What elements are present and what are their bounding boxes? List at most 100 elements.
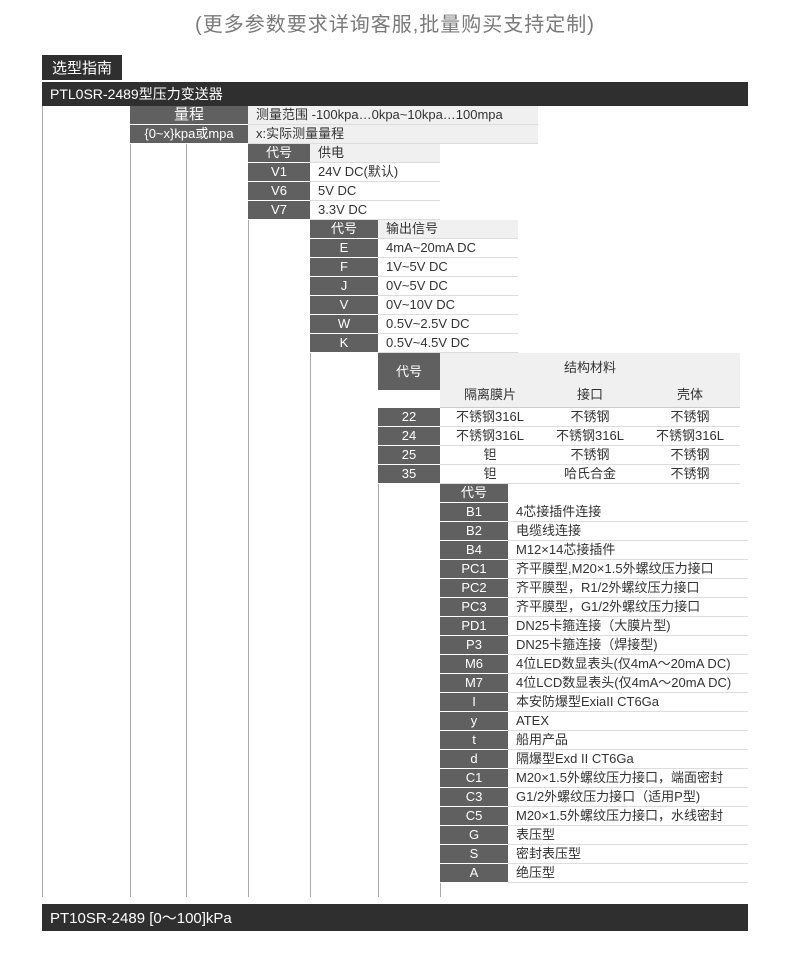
code-cell: t bbox=[440, 731, 508, 750]
materials-cell: 不锈钢316L bbox=[640, 427, 740, 446]
code-row: M64位LED数显表头(仅4mA～20mA DC) bbox=[42, 655, 748, 674]
code-row: C5M20×1.5外螺纹压力接口，水线密封 bbox=[42, 807, 748, 826]
options-tail bbox=[42, 883, 748, 902]
desc-cell: 1V~5V DC bbox=[378, 258, 518, 277]
code-row: S密封表压型 bbox=[42, 845, 748, 864]
code-row: B4M12×14芯接插件 bbox=[42, 541, 748, 560]
materials-cell: 不锈钢 bbox=[640, 446, 740, 465]
code-cell: 35 bbox=[378, 465, 440, 484]
code-cell: PD1 bbox=[440, 617, 508, 636]
range-sub-desc: x:实际测量量程 bbox=[248, 125, 538, 144]
code-cell: F bbox=[310, 258, 378, 277]
code-cell: C5 bbox=[440, 807, 508, 826]
code-cell: 代号 bbox=[248, 144, 310, 163]
code-cell: V7 bbox=[248, 201, 310, 220]
code-cell: y bbox=[440, 712, 508, 731]
group-header-row: 代号 bbox=[42, 484, 748, 503]
code-cell: 24 bbox=[378, 427, 440, 446]
desc-cell: DN25卡箍连接（大膜片型) bbox=[508, 617, 748, 636]
desc-cell: 供电 bbox=[310, 144, 440, 163]
code-cell: W bbox=[310, 315, 378, 334]
range-sub-row: {0~x}kpa或mpa x:实际测量量程 bbox=[42, 125, 748, 144]
code-row: PC1齐平膜型,M20×1.5外螺纹压力接口 bbox=[42, 560, 748, 579]
code-row: G表压型 bbox=[42, 826, 748, 845]
code-cell: 22 bbox=[378, 408, 440, 427]
code-row: V65V DC bbox=[42, 182, 748, 201]
materials-cell: 不锈钢 bbox=[640, 465, 740, 484]
code-row: d隔爆型Exd II CT6Ga bbox=[42, 750, 748, 769]
materials-row: 35钽哈氏合金不锈钢 bbox=[42, 465, 748, 484]
code-row: B14芯接插件连接 bbox=[42, 503, 748, 522]
materials-group-header: 结构材料 bbox=[540, 353, 640, 380]
subtitle-text: (更多参数要求详询客服,批量购买支持定制) bbox=[42, 8, 748, 37]
materials-code-header: 代号 bbox=[378, 353, 440, 391]
code-cell: V bbox=[310, 296, 378, 315]
materials-cell: 不锈钢 bbox=[540, 446, 640, 465]
code-row: K0.5V~4.5V DC bbox=[42, 334, 748, 353]
code-cell: PC3 bbox=[440, 598, 508, 617]
desc-cell: M20×1.5外螺纹压力接口，水线密封 bbox=[508, 807, 748, 826]
footer-bar: PT10SR-2489 [0～100]kPa bbox=[42, 904, 748, 931]
desc-cell: 24V DC(默认) bbox=[310, 163, 440, 182]
desc-cell: 电缆线连接 bbox=[508, 522, 748, 541]
code-cell: V6 bbox=[248, 182, 310, 201]
code-row: PC3齐平膜型，G1/2外螺纹压力接口 bbox=[42, 598, 748, 617]
desc-cell: 表压型 bbox=[508, 826, 748, 845]
materials-col-header: 接口 bbox=[540, 380, 640, 408]
desc-cell: 4位LCD数显表头(仅4mA～20mA DC) bbox=[508, 674, 748, 693]
range-code: 量程 bbox=[130, 106, 248, 125]
model-bar: PTL0SR-2489型压力变送器 bbox=[42, 82, 748, 106]
materials-header-row: 代号 结构材料隔离膜片接口壳体 bbox=[42, 353, 748, 408]
code-cell: I bbox=[440, 693, 508, 712]
materials-cell: 不锈钢316L bbox=[540, 427, 640, 446]
code-cell: V1 bbox=[248, 163, 310, 182]
code-cell: PC2 bbox=[440, 579, 508, 598]
code-cell: PC1 bbox=[440, 560, 508, 579]
code-cell: C1 bbox=[440, 769, 508, 788]
materials-row: 25钽不锈钢不锈钢 bbox=[42, 446, 748, 465]
desc-cell: 4mA~20mA DC bbox=[378, 239, 518, 258]
desc-cell: DN25卡箍连接（焊接型) bbox=[508, 636, 748, 655]
desc-cell: 0V~5V DC bbox=[378, 277, 518, 296]
code-row: C3G1/2外螺纹压力接口（适用P型) bbox=[42, 788, 748, 807]
materials-cell: 钽 bbox=[440, 446, 540, 465]
range-desc: 测量范围 -100kpa…0kpa~10kpa…100mpa bbox=[248, 106, 538, 125]
range-sub-code: {0~x}kpa或mpa bbox=[130, 125, 248, 144]
desc-cell: 4位LED数显表头(仅4mA～20mA DC) bbox=[508, 655, 748, 674]
code-cell: C3 bbox=[440, 788, 508, 807]
materials-cell: 不锈钢 bbox=[540, 408, 640, 427]
code-cell: S bbox=[440, 845, 508, 864]
code-cell: M6 bbox=[440, 655, 508, 674]
code-row: V73.3V DC bbox=[42, 201, 748, 220]
desc-cell: 齐平膜型，R1/2外螺纹压力接口 bbox=[508, 579, 748, 598]
code-row: W0.5V~2.5V DC bbox=[42, 315, 748, 334]
desc-cell: 输出信号 bbox=[378, 220, 518, 239]
code-row: A绝压型 bbox=[42, 864, 748, 883]
code-cell: P3 bbox=[440, 636, 508, 655]
code-row: F1V~5V DC bbox=[42, 258, 748, 277]
desc-cell: 本安防爆型ExiaII CT6Ga bbox=[508, 693, 748, 712]
desc-cell: M12×14芯接插件 bbox=[508, 541, 748, 560]
desc-cell: ATEX bbox=[508, 712, 748, 731]
materials-cell: 哈氏合金 bbox=[540, 465, 640, 484]
desc-cell: G1/2外螺纹压力接口（适用P型) bbox=[508, 788, 748, 807]
code-row: t船用产品 bbox=[42, 731, 748, 750]
desc-cell: 0V~10V DC bbox=[378, 296, 518, 315]
code-row: V124V DC(默认) bbox=[42, 163, 748, 182]
code-cell: G bbox=[440, 826, 508, 845]
group-header-row: 代号供电 bbox=[42, 144, 748, 163]
section-tab: 选型指南 bbox=[42, 55, 122, 80]
code-row: I本安防爆型ExiaII CT6Ga bbox=[42, 693, 748, 712]
desc-cell: 密封表压型 bbox=[508, 845, 748, 864]
desc-cell: 0.5V~2.5V DC bbox=[378, 315, 518, 334]
code-row: J0V~5V DC bbox=[42, 277, 748, 296]
materials-col-header: 壳体 bbox=[640, 380, 740, 408]
desc-cell: 船用产品 bbox=[508, 731, 748, 750]
code-row: PC2齐平膜型，R1/2外螺纹压力接口 bbox=[42, 579, 748, 598]
code-row: M74位LCD数显表头(仅4mA～20mA DC) bbox=[42, 674, 748, 693]
materials-col-header: 隔离膜片 bbox=[440, 380, 540, 408]
code-row: PD1DN25卡箍连接（大膜片型) bbox=[42, 617, 748, 636]
range-row: 量程 测量范围 -100kpa…0kpa~10kpa…100mpa bbox=[42, 106, 748, 125]
materials-row: 22不锈钢316L不锈钢不锈钢 bbox=[42, 408, 748, 427]
group-header-row: 代号输出信号 bbox=[42, 220, 748, 239]
